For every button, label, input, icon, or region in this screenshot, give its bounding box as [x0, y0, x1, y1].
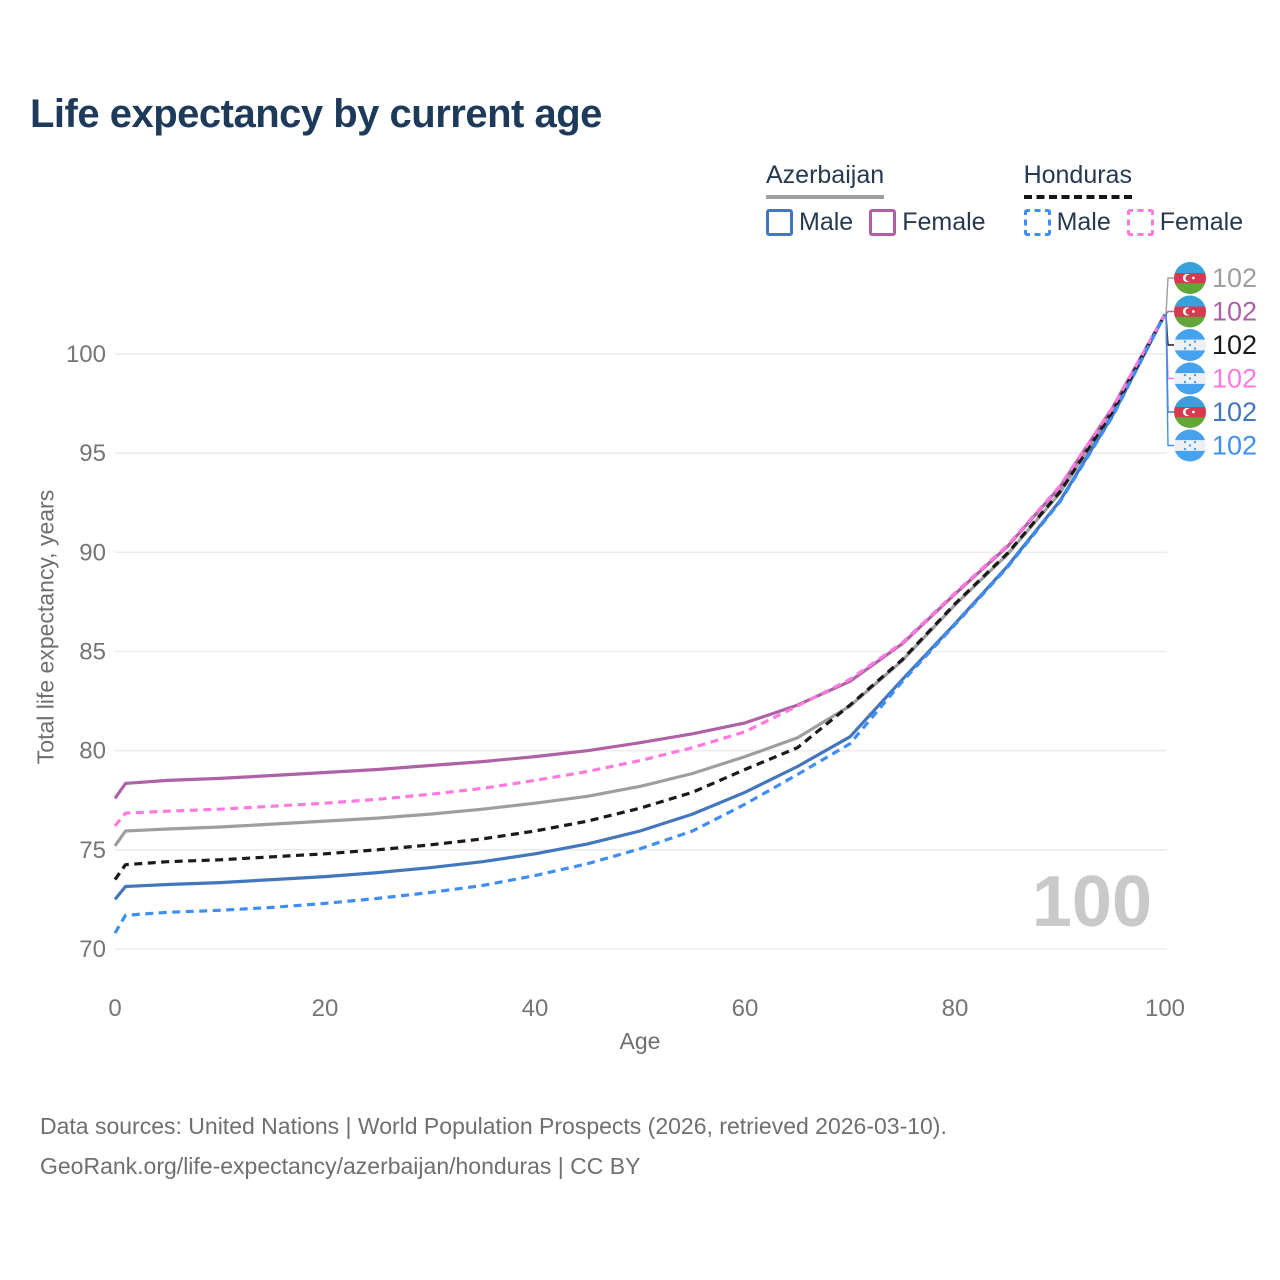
- end-value-label: 102: [1212, 330, 1257, 360]
- legend-item-azerbaijan-male[interactable]: Male: [766, 208, 853, 237]
- x-tick-label: 100: [1145, 995, 1185, 1022]
- line-azerbaijan-male[interactable]: [113, 313, 1167, 901]
- legend-item-label: Male: [1056, 208, 1111, 236]
- x-tick-label: 80: [942, 995, 969, 1022]
- legend-group-azerbaijan: Azerbaijan Male Female: [766, 161, 986, 237]
- hn-flag-icon: [1174, 329, 1206, 361]
- az-flag-icon: [1174, 262, 1206, 294]
- x-axis-title: Age: [619, 1028, 661, 1054]
- end-label-connector: [1165, 314, 1175, 447]
- hn-flag-icon: [1174, 362, 1206, 395]
- legend-item-honduras-female[interactable]: Female: [1126, 208, 1244, 237]
- legend: Azerbaijan Male Female Honduras Male Female: [766, 161, 1243, 237]
- x-tick-label: 0: [108, 995, 121, 1022]
- y-tick-label: 90: [79, 539, 106, 566]
- line-honduras-male[interactable]: [113, 313, 1167, 934]
- legend-swatch-female: [869, 209, 897, 236]
- end-label-connector: [1165, 310, 1175, 315]
- az-flag-icon: [1174, 295, 1206, 328]
- source-line-1: Data sources: United Nations | World Pop…: [40, 1113, 947, 1139]
- legend-item-label: Female: [1159, 208, 1244, 236]
- end-value-label: 102: [1212, 297, 1257, 327]
- y-tick-label: 85: [79, 639, 106, 666]
- end-value-label: 102: [1212, 431, 1257, 461]
- legend-country-honduras[interactable]: Honduras: [1023, 161, 1132, 199]
- legend-swatch-male: [766, 209, 793, 236]
- y-tick-label: 80: [79, 738, 106, 765]
- legend-item-azerbaijan-female[interactable]: Female: [869, 208, 986, 237]
- end-label-connector: [1165, 277, 1175, 315]
- y-axis-title: Total life expectancy, years: [32, 489, 59, 765]
- x-tick-label: 60: [732, 995, 759, 1022]
- legend-item-label: Female: [902, 208, 986, 236]
- legend-item-label: Male: [799, 208, 854, 236]
- legend-country-azerbaijan[interactable]: Azerbaijan: [766, 161, 885, 199]
- line-honduras-female[interactable]: [113, 313, 1167, 828]
- end-value-label: 102: [1212, 263, 1257, 293]
- end-value-label: 102: [1212, 364, 1257, 394]
- legend-swatch-female: [1126, 209, 1154, 236]
- gridlines: 70 75 80 85 90 95 100: [66, 341, 1167, 963]
- az-flag-icon: [1174, 396, 1206, 428]
- source-line-2: GeoRank.org/life-expectancy/azerbaijan/h…: [40, 1153, 641, 1179]
- line-azerbaijan-total[interactable]: [113, 313, 1167, 847]
- end-value-label: 102: [1212, 397, 1257, 427]
- y-tick-label: 70: [79, 936, 106, 963]
- y-tick-label: 75: [79, 837, 106, 864]
- legend-group-honduras: Honduras Male Female: [1023, 161, 1244, 237]
- source-note: Data sources: United Nations | World Pop…: [40, 1106, 947, 1186]
- x-tick-label: 40: [522, 995, 549, 1022]
- hn-flag-icon: [1174, 429, 1206, 462]
- y-tick-label: 100: [66, 341, 106, 368]
- line-honduras-total[interactable]: [113, 313, 1167, 881]
- chart-title: Life expectancy by current age: [30, 92, 602, 136]
- age-counter-watermark: 100: [1031, 862, 1152, 942]
- legend-item-honduras-male[interactable]: Male: [1023, 208, 1111, 237]
- x-tick-label: 20: [312, 995, 339, 1022]
- y-tick-label: 95: [79, 440, 106, 467]
- legend-swatch-male: [1023, 209, 1051, 236]
